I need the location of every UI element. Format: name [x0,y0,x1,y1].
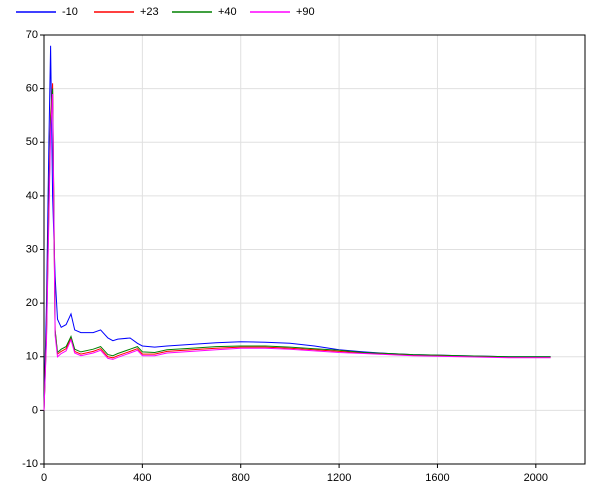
x-tick-label: 1600 [425,472,449,484]
x-tick-label: 2000 [524,472,548,484]
plot-frame [43,34,586,465]
y-tick-label: 20 [26,297,38,309]
line-series [43,83,551,411]
y-tick-label: 60 [26,83,38,95]
legend-label: -10 [62,6,78,18]
legend-label: +40 [218,6,237,18]
x-tick-label: 800 [232,472,250,484]
x-tick-label: 0 [41,472,47,484]
legend-label: +23 [140,6,159,18]
y-tick-label: 30 [26,243,38,255]
y-tick-label: -10 [22,458,38,470]
y-tick-label: 0 [32,404,38,416]
y-tick-label: 70 [26,29,38,41]
y-tick-label: 40 [26,190,38,202]
line-series [43,88,551,411]
x-tick-label: 400 [133,472,151,484]
legend-label: +90 [296,6,315,18]
y-tick-label: 10 [26,351,38,363]
y-tick-label: 50 [26,136,38,148]
line-series [43,93,551,411]
x-tick-label: 1200 [327,472,351,484]
